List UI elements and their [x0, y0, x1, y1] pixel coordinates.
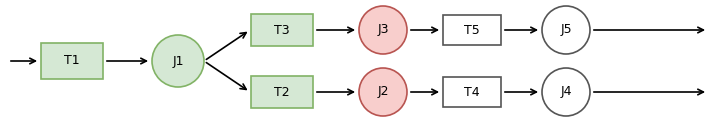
Ellipse shape	[152, 35, 204, 87]
Ellipse shape	[542, 68, 590, 116]
Bar	[251, 14, 313, 46]
Text: T4: T4	[464, 86, 480, 98]
Bar	[443, 15, 501, 45]
Text: J5: J5	[560, 24, 572, 36]
Ellipse shape	[359, 6, 407, 54]
Text: T5: T5	[464, 24, 480, 36]
Text: J2: J2	[377, 86, 389, 98]
Text: T1: T1	[64, 55, 79, 67]
Text: J1: J1	[173, 55, 184, 67]
Bar	[41, 43, 103, 79]
Ellipse shape	[542, 6, 590, 54]
Bar	[251, 76, 313, 108]
Ellipse shape	[359, 68, 407, 116]
Bar	[443, 77, 501, 107]
Text: T2: T2	[274, 86, 290, 98]
Text: J3: J3	[377, 24, 389, 36]
Text: T3: T3	[274, 24, 290, 36]
Text: J4: J4	[560, 86, 572, 98]
